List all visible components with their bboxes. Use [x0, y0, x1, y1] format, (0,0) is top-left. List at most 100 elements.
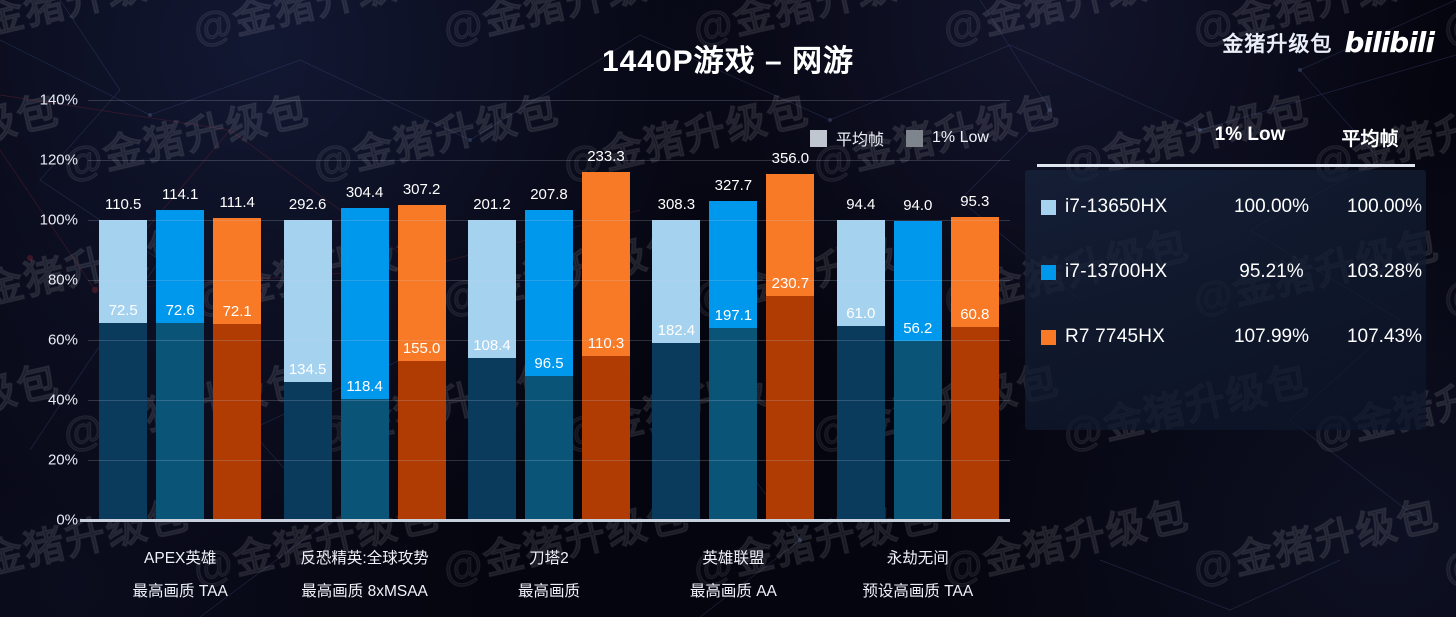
category-settings: 最高画质 8xMSAA [301, 583, 428, 600]
comparison-table: 1% Low 平均帧 i7-13650HX 100.00% 100.00% i7-13… [1025, 124, 1426, 430]
bar-value-average: 201.2 [473, 196, 511, 214]
page-title: 1440P游戏 – 网游 [601, 45, 855, 78]
bar-r7-7745hx: 356.0 230.7 [766, 150, 815, 520]
y-axis-tick-label: 140% [39, 91, 78, 109]
table-cell-cpu: i7-13650HX [1065, 196, 1168, 217]
bar-segment-average: 111.4 72.1 [213, 194, 262, 325]
x-axis-category-label: APEX英雄 最高画质 TAA [88, 546, 272, 601]
legend-label: 平均帧 [836, 132, 885, 149]
series-color-swatch-icon [1041, 264, 1056, 280]
bar-i7-13650hx: 110.5 72.5 [99, 196, 148, 520]
bar-segment-average: 356.0 230.7 [766, 150, 815, 296]
legend-label: 1% Low [932, 129, 989, 146]
bar-value-average: 94.4 [846, 196, 876, 214]
bar-r7-7745hx: 233.3 110.3 [582, 148, 630, 520]
bar-i7-13650hx: 292.6 134.5 [283, 196, 332, 520]
category-title: 刀塔2 [529, 550, 569, 567]
bar-value-average: 207.8 [530, 186, 568, 204]
bar-segment-average: 233.3 110.3 [582, 148, 630, 356]
bar-value-average: 307.2 [402, 181, 441, 199]
y-axis-tick-label: 120% [39, 151, 78, 169]
x-axis-line [80, 519, 1010, 522]
gridline [88, 280, 1010, 281]
bar-i7-13650hx: 308.3 182.4 [652, 196, 701, 520]
gridline [88, 100, 1010, 101]
table-cell-low: 100.00% [1233, 196, 1309, 217]
gridline [88, 340, 1010, 341]
bar-value-low: 134.5 [288, 361, 327, 379]
bar-value-low: 72.5 [108, 302, 138, 320]
bar-value-low: 61.0 [846, 305, 876, 323]
bar-value-average: 114.1 [161, 186, 199, 204]
bar-value-average: 292.6 [288, 196, 327, 214]
bar-value-average: 304.4 [345, 183, 384, 201]
bar-segment-low [950, 326, 999, 520]
x-axis-category-label: 永劫无间 预设高画质 TAA [826, 546, 1010, 601]
category-settings: 最高画质 TAA [132, 583, 228, 600]
plot-bars: 110.5 72.5 114.1 72.6 111.4 72.1 292.6 134.5 304… [88, 100, 1010, 520]
category-title: 英雄联盟 [702, 550, 765, 567]
table-header-row: 1% Low 平均帧 [1025, 124, 1426, 166]
bilibili-logo: bilibili [1344, 26, 1435, 59]
category-title: APEX英雄 [144, 550, 217, 567]
category-settings: 最高画质 [517, 583, 580, 600]
bar-segment-low [156, 322, 205, 520]
table-cell-cpu: i7-13700HX [1065, 261, 1168, 282]
category-settings: 最高画质 AA [689, 583, 777, 600]
table-header-low: 1% Low [1214, 124, 1286, 145]
bar-value-low: 72.1 [222, 303, 252, 321]
bar-r7-7745hx: 307.2 155.0 [397, 181, 446, 520]
bar-segment-low [340, 398, 389, 520]
bar-value-low: 182.4 [657, 321, 696, 339]
series-color-swatch-icon [1041, 329, 1056, 345]
category-settings: 预设高画质 TAA [862, 583, 974, 600]
legend-swatch-icon [810, 129, 827, 147]
bar-r7-7745hx: 95.3 60.8 [950, 193, 999, 520]
bar-group: 94.4 61.0 94.0 56.2 95.3 60.8 [836, 100, 999, 520]
bar-segment-average: 327.7 197.1 [709, 177, 758, 329]
bar-segment-low [893, 341, 942, 520]
bar-r7-7745hx: 111.4 72.1 [213, 194, 262, 520]
bar-i7-13700hx: 304.4 118.4 [340, 184, 389, 520]
bar-segment-average: 94.4 61.0 [836, 196, 885, 327]
y-axis-tick-label: 40% [47, 391, 78, 409]
bar-value-low: 108.4 [473, 337, 511, 355]
table-cell-low: 95.21% [1239, 261, 1304, 282]
bar-segment-low [582, 355, 630, 520]
bar-value-average: 356.0 [771, 149, 810, 167]
bar-segment-average: 110.5 72.5 [99, 196, 148, 324]
table-row: i7-13650HX 100.00% 100.00% [1025, 192, 1426, 222]
bar-i7-13700hx: 207.8 96.5 [525, 186, 573, 520]
brand: 金猪升级包 bilibili [1222, 26, 1435, 59]
x-axis-category-label: 刀塔2 最高画质 [457, 546, 641, 601]
bar-value-low: 96.5 [534, 355, 564, 373]
table-row: R7 7745HX 107.99% 107.43% [1025, 322, 1426, 352]
bar-value-average: 94.0 [903, 197, 933, 215]
series-color-swatch-icon [1041, 199, 1056, 215]
y-axis-tick-label: 0% [56, 511, 78, 529]
x-axis-category-label: 反恐精英:全球攻势 最高画质 8xMSAA [272, 546, 456, 601]
bar-value-low: 230.7 [771, 274, 810, 292]
table-cell-cpu: R7 7745HX [1065, 326, 1166, 347]
bar-segment-low [99, 323, 148, 520]
bar-segment-low [213, 324, 262, 520]
legend-one-percent-low: 1% Low [906, 129, 989, 147]
bar-segment-average: 304.4 118.4 [340, 184, 389, 399]
bar-segment-low [709, 328, 758, 520]
bar-segment-low [397, 361, 446, 520]
table-divider [1037, 164, 1415, 167]
bar-group: 292.6 134.5 304.4 118.4 307.2 155.0 [283, 100, 446, 520]
bar-segment-low [836, 326, 885, 520]
gridline [88, 160, 1010, 161]
table-row: i7-13700HX 95.21% 103.28% [1025, 257, 1426, 287]
bar-i7-13700hx: 114.1 72.6 [156, 186, 205, 520]
bar-value-low: 60.8 [960, 305, 990, 323]
gridline [88, 460, 1010, 461]
header: 1440P游戏 – 网游 金猪升级包 bilibili [0, 0, 1456, 90]
bar-group: 201.2 108.4 207.8 96.5 233.3 110.3 [468, 100, 630, 520]
bar-value-low: 56.2 [903, 320, 933, 338]
bar-value-average: 110.5 [104, 196, 142, 214]
bar-value-low: 110.3 [587, 334, 625, 352]
chart-legend: 平均帧 1% Low [810, 126, 989, 150]
